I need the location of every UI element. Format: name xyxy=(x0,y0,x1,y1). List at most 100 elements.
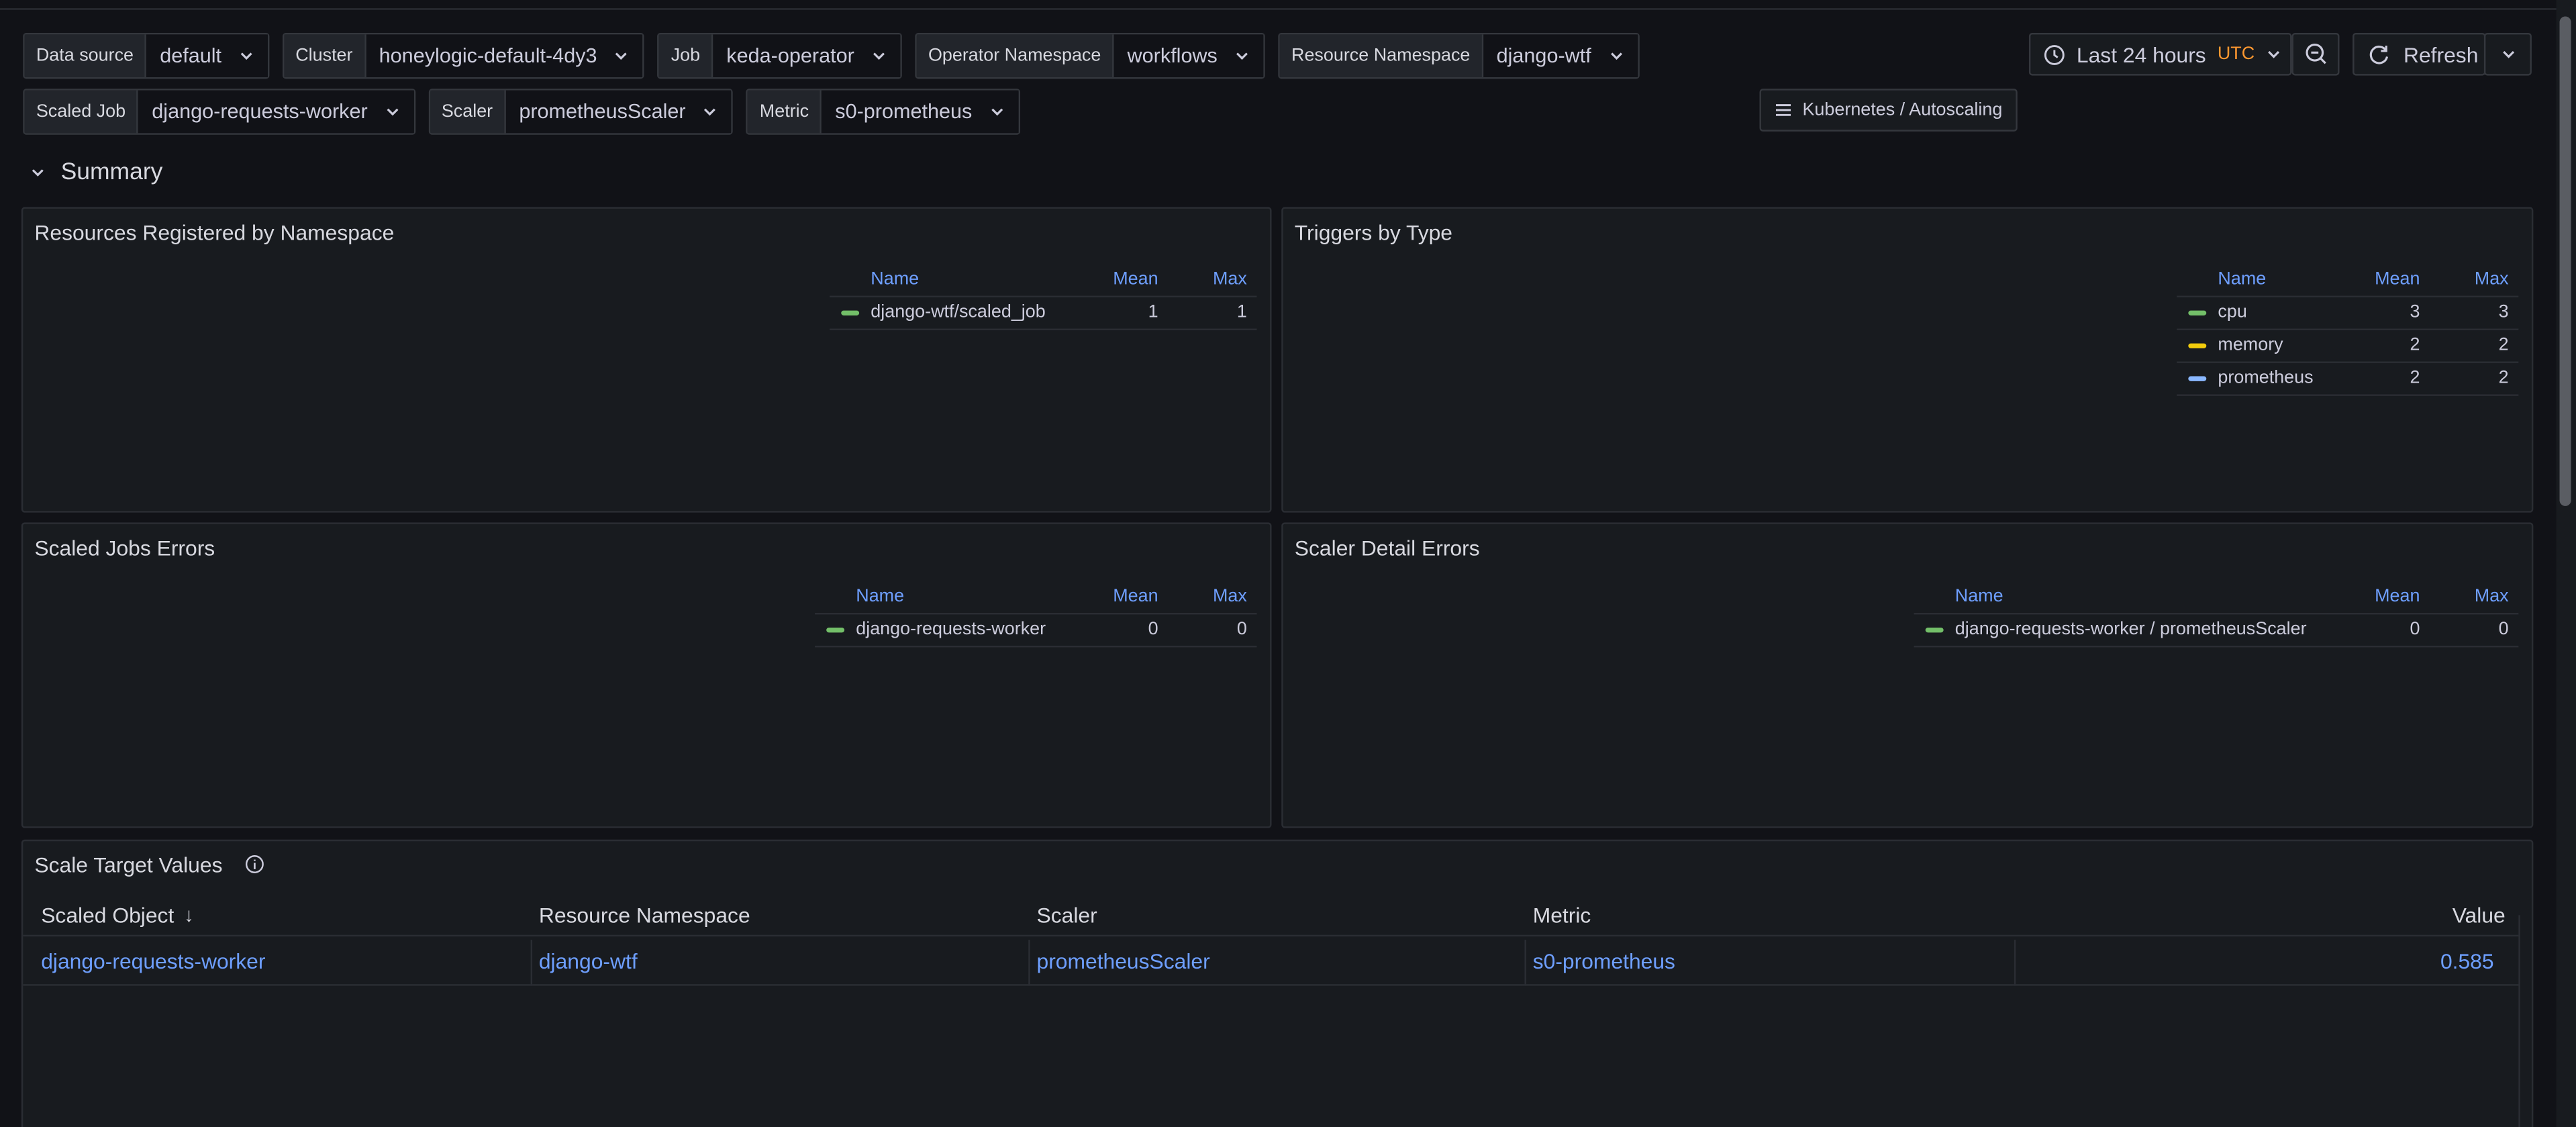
legend-header-cell[interactable]: Max xyxy=(1212,586,1247,607)
variable-label: Cluster xyxy=(284,34,366,78)
sort-arrow: ↓ xyxy=(184,903,194,927)
variable-value-box[interactable]: django-requests-worker xyxy=(138,90,414,134)
header-separator xyxy=(23,934,2520,937)
variable-value: honeylogic-default-4dy3 xyxy=(379,44,597,68)
variable-label: Resource Namespace xyxy=(1279,34,1484,78)
variable-label: Job xyxy=(659,34,713,78)
table-edge xyxy=(2518,915,2520,1127)
panel-title: Scaler Detail Errors xyxy=(1294,535,1480,560)
table-header[interactable]: Scaled Object xyxy=(41,903,175,928)
refresh-interval[interactable] xyxy=(2483,32,2532,76)
variable-label: Scaled Job xyxy=(24,90,139,134)
refresh-icon xyxy=(2369,46,2389,64)
variable[interactable]: Cluster honeylogic-default-4dy3 xyxy=(282,32,645,79)
variable-value-box[interactable]: django-wtf xyxy=(1483,34,1638,78)
legend-max: 2 xyxy=(2498,368,2509,388)
panel: Scaler Detail Errors xyxy=(1281,522,2534,828)
legend-mean: 3 xyxy=(2410,302,2420,322)
variable-row: Data source default Cluster honeylogic-defa… xyxy=(23,32,1639,79)
clock-icon xyxy=(2044,44,2065,64)
legend-mean: 1 xyxy=(1148,302,1158,322)
refresh-button[interactable]: Refresh xyxy=(2352,32,2486,76)
legend-row[interactable]: memory 2 2 xyxy=(2177,329,2519,363)
legend-header-cell[interactable]: Max xyxy=(2474,586,2509,607)
variable[interactable]: Metric s0-prometheus xyxy=(746,89,1020,135)
legend-row[interactable]: django-requests-worker / prometheusScale… xyxy=(1914,613,2519,648)
variable[interactable]: Data source default xyxy=(23,32,270,79)
zoom-out[interactable] xyxy=(2291,32,2340,76)
legend-header-cell[interactable]: Mean xyxy=(1113,586,1158,607)
variable[interactable]: Scaler prometheusScaler xyxy=(428,89,734,135)
legend-header-cell[interactable]: Mean xyxy=(2375,586,2420,607)
legend-max: 1 xyxy=(1236,302,1247,322)
panel: Resources Registered by Namespace xyxy=(21,207,1272,513)
panel-title: Scaled Jobs Errors xyxy=(34,535,215,560)
legend-mean: 2 xyxy=(2410,335,2420,355)
row-header[interactable]: Summary xyxy=(30,159,162,186)
variable[interactable]: Job keda-operator xyxy=(658,32,902,79)
table-cell[interactable]: 0.585 xyxy=(2440,948,2494,974)
legend-max: 0 xyxy=(2498,619,2509,640)
legend-header-cell[interactable]: Name xyxy=(871,269,920,289)
chevron xyxy=(240,52,252,60)
time-zone: UTC xyxy=(2217,44,2255,64)
variable[interactable]: Scaled Job django-requests-worker xyxy=(23,89,415,135)
legend-swatch xyxy=(826,628,845,633)
table-cell[interactable]: django-requests-worker xyxy=(41,948,266,974)
legend-header: Name Mean Max xyxy=(830,263,1257,298)
legend-header-cell[interactable]: Name xyxy=(1954,586,2003,607)
chevron xyxy=(2501,50,2514,58)
variable-value-box[interactable]: honeylogic-default-4dy3 xyxy=(366,34,644,78)
table-cell[interactable]: django-wtf xyxy=(538,948,638,974)
dashboard-link[interactable]: Kubernetes / Autoscaling xyxy=(1759,89,2018,132)
table-header[interactable]: Value xyxy=(2452,903,2506,928)
cell-separator xyxy=(1028,940,1030,986)
variable-value-box[interactable]: default xyxy=(146,34,268,78)
legend-header-cell[interactable]: Mean xyxy=(2375,269,2420,289)
variable-value-box[interactable]: keda-operator xyxy=(713,34,901,78)
panel-title: Scale Target Values xyxy=(34,852,223,878)
legend-header-cell[interactable]: Max xyxy=(1212,269,1247,289)
legend-header-cell[interactable]: Max xyxy=(2474,269,2509,289)
legend-row[interactable]: cpu 3 3 xyxy=(2177,296,2519,330)
variable-value: prometheusScaler xyxy=(519,100,686,124)
panel: Triggers by Type xyxy=(1281,207,2534,513)
table-cell[interactable]: s0-prometheus xyxy=(1532,948,1675,974)
info-icon xyxy=(245,855,264,873)
table-header[interactable]: Metric xyxy=(1532,903,1591,928)
legend-row[interactable]: django-requests-worker 0 0 xyxy=(815,613,1257,648)
cell-separator xyxy=(2014,940,2016,986)
legend-header: Name Mean Max xyxy=(815,580,1257,615)
variable-value-box[interactable]: workflows xyxy=(1113,34,1264,78)
variable[interactable]: Resource Namespace django-wtf xyxy=(1278,32,1639,79)
legend-header: Name Mean Max xyxy=(2177,263,2519,298)
legend-swatch xyxy=(2188,310,2207,315)
legend-header-cell[interactable]: Name xyxy=(856,586,905,607)
legend-header-cell[interactable]: Name xyxy=(2218,269,2267,289)
zoom-icon xyxy=(2305,43,2326,64)
chevron xyxy=(704,108,716,116)
row-separator xyxy=(23,984,2520,986)
legend-mean: 0 xyxy=(2410,619,2420,640)
table-cell[interactable]: prometheusScaler xyxy=(1036,948,1210,974)
cell-separator xyxy=(1524,940,1526,986)
menu-icon xyxy=(1776,104,1791,116)
legend-row[interactable]: prometheus 2 2 xyxy=(2177,361,2519,396)
variable[interactable]: Operator Namespace workflows xyxy=(915,32,1265,79)
cell-separator xyxy=(530,940,533,986)
variable-value: django-requests-worker xyxy=(152,100,368,124)
legend-header: Name Mean Max xyxy=(1914,580,2519,615)
variable-label: Operator Namespace xyxy=(916,34,1114,78)
legend-row[interactable]: django-wtf/scaled_job 1 1 xyxy=(830,296,1257,330)
variable-value-box[interactable]: s0-prometheus xyxy=(822,90,1018,134)
legend-max: 3 xyxy=(2498,302,2509,322)
variable-value-box[interactable]: prometheusScaler xyxy=(505,90,732,134)
time-picker[interactable]: Last 24 hours UTC xyxy=(2028,32,2292,76)
legend-header-cell[interactable]: Mean xyxy=(1113,269,1158,289)
top-border xyxy=(0,8,2576,10)
table-header[interactable]: Scaler xyxy=(1036,903,1097,928)
chevron xyxy=(1236,52,1248,60)
legend-swatch xyxy=(2188,376,2207,381)
table-header[interactable]: Resource Namespace xyxy=(538,903,750,928)
